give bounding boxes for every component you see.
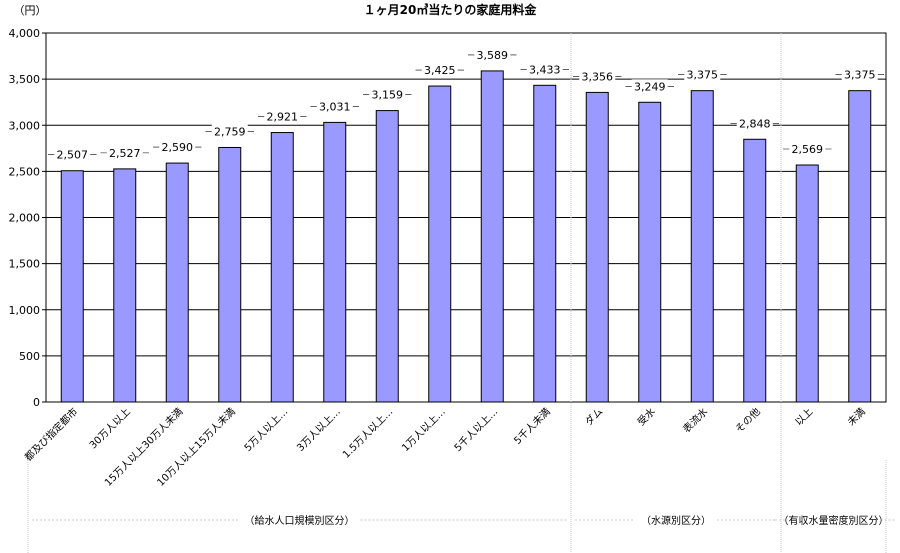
y-tick-label: 1,000 <box>9 304 41 317</box>
value-label-bg <box>159 140 196 154</box>
value-label: 3,375 <box>844 69 876 82</box>
value-label: 2,759 <box>214 125 246 138</box>
category-label: 未満 <box>845 406 868 429</box>
value-label-bg <box>369 87 406 101</box>
bar <box>848 90 872 403</box>
bar <box>743 138 767 403</box>
category-label: 1.5万人以上… <box>340 406 395 461</box>
y-tick-label: 4,000 <box>9 27 41 40</box>
value-label: 3,356 <box>582 70 614 83</box>
bar <box>533 84 557 403</box>
value-label: 2,590 <box>162 141 194 154</box>
category-label: 5千人未満 <box>512 406 553 447</box>
category-label: 受水 <box>635 406 658 429</box>
value-label-bg <box>526 62 563 76</box>
chart-title: １ヶ月20㎥当たりの家庭用料金 <box>364 2 538 17</box>
bar <box>375 110 399 403</box>
category-label: 1万人以上… <box>400 406 448 454</box>
bar <box>795 164 819 403</box>
value-label-bg <box>211 124 248 138</box>
value-label-bg <box>106 145 143 159</box>
value-label: 3,375 <box>687 69 719 82</box>
value-label-bg <box>684 67 721 81</box>
value-label: 3,031 <box>319 100 351 113</box>
value-label-bg <box>631 79 668 93</box>
category-label: 都及び指定都市 <box>22 405 81 464</box>
bar <box>585 91 609 403</box>
value-label: 3,159 <box>372 89 404 102</box>
y-tick-label: 3,500 <box>9 73 41 86</box>
category-label: 30万人以上 <box>87 406 133 452</box>
category-label: 5千人以上… <box>452 406 500 454</box>
value-label-bg <box>736 116 773 130</box>
value-label: 3,249 <box>634 80 666 93</box>
group-label: （水源別区分） <box>641 514 711 527</box>
category-label: 3万人以上… <box>295 406 343 454</box>
value-label-bg <box>579 69 616 83</box>
value-label: 2,921 <box>267 111 299 124</box>
y-tick-label: 3,000 <box>9 119 41 132</box>
bar <box>428 85 452 403</box>
bar <box>638 101 662 403</box>
bar <box>113 168 137 403</box>
value-label-bg <box>474 47 511 61</box>
bar <box>270 132 294 403</box>
category-label: 表流水 <box>680 405 710 435</box>
value-label-bg <box>264 109 301 123</box>
bar <box>480 70 504 403</box>
bar <box>60 170 84 403</box>
bar <box>323 121 347 403</box>
y-tick-label: 0 <box>33 396 40 409</box>
value-label: 2,569 <box>792 143 824 156</box>
value-label: 3,589 <box>477 49 509 62</box>
group-label: （給水人口規模別区分） <box>245 514 355 527</box>
value-label: 3,433 <box>529 63 561 76</box>
bar <box>690 90 714 403</box>
value-label: 2,527 <box>109 147 141 160</box>
y-tick-label: 1,500 <box>9 258 41 271</box>
y-axis-unit: （円） <box>14 4 47 17</box>
value-label-bg <box>316 99 353 113</box>
value-label-bg <box>421 63 458 77</box>
y-tick-label: 2,500 <box>9 165 41 178</box>
y-tick-label: 500 <box>19 350 40 363</box>
category-label: その他 <box>732 405 762 435</box>
category-label: 以上 <box>793 406 816 429</box>
bar <box>165 162 189 403</box>
category-label: 5万人以上… <box>242 406 290 454</box>
value-label: 3,425 <box>424 64 456 77</box>
group-label: （有収水量密度別区分） <box>779 514 889 527</box>
value-label: 2,848 <box>739 117 771 130</box>
category-label: ダム <box>582 405 605 428</box>
value-label-bg <box>789 142 826 156</box>
value-label: 2,507 <box>57 149 89 162</box>
bar <box>218 146 242 403</box>
value-label-bg <box>54 147 91 161</box>
value-label-bg <box>841 67 878 81</box>
y-tick-label: 2,000 <box>9 212 41 225</box>
